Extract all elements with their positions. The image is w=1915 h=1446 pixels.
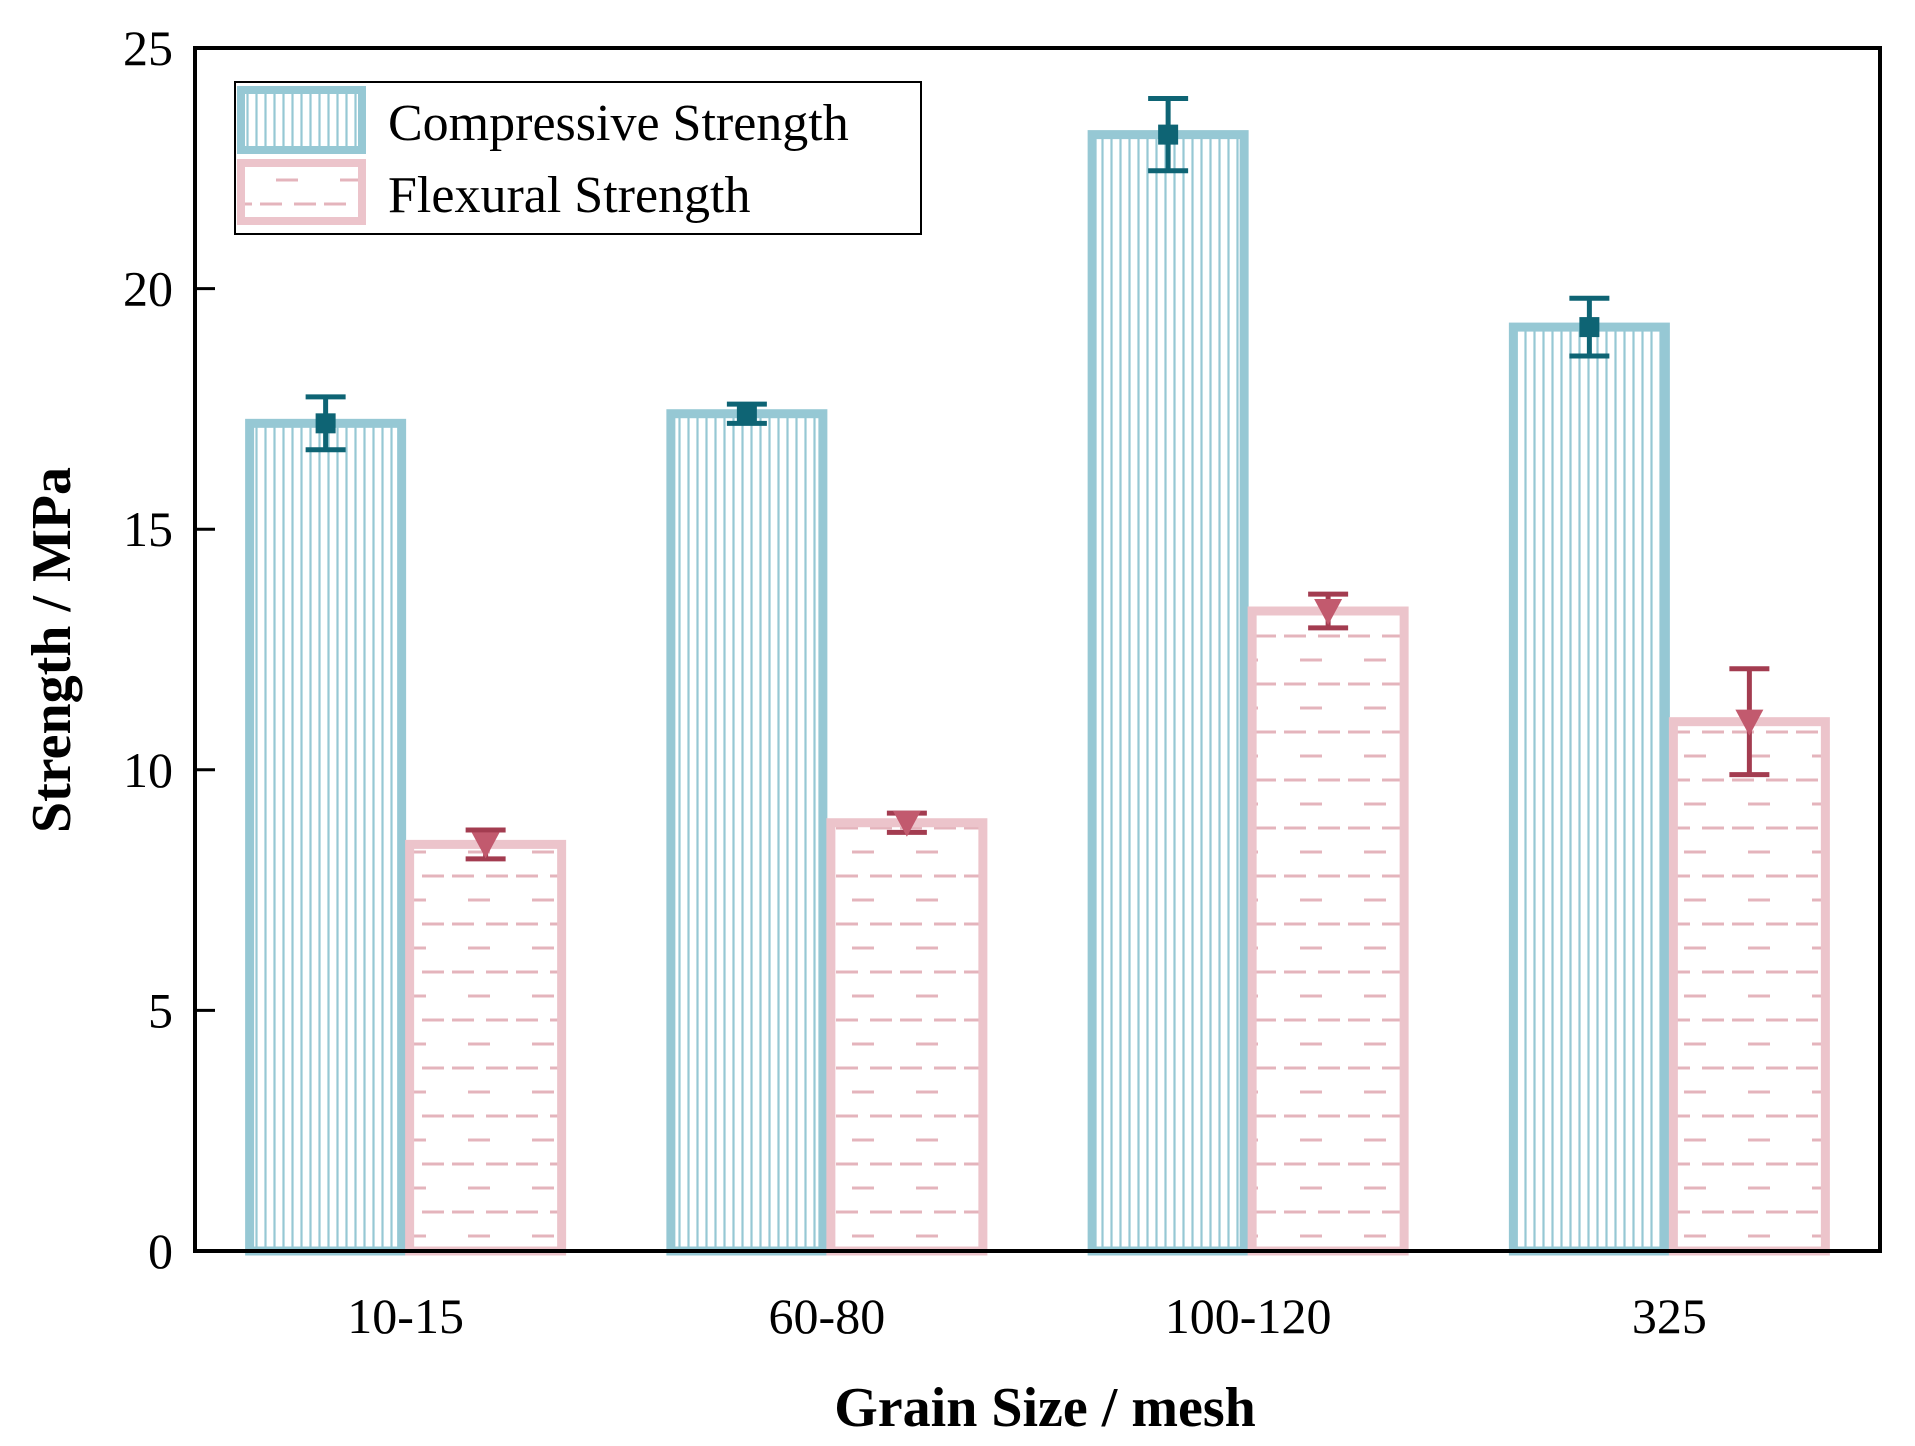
flexural-error-325 <box>1729 666 1770 778</box>
square-marker <box>1579 317 1600 338</box>
plot-frame <box>193 46 1882 1253</box>
square-marker <box>315 413 336 434</box>
y-tick-label: 25 <box>123 20 173 76</box>
y-axis: 0 5 10 15 20 25 <box>123 20 215 1279</box>
triangle-marker <box>892 810 921 837</box>
error-bars-layer <box>305 96 1770 862</box>
flexural-error-10-15 <box>465 827 506 862</box>
square-marker <box>736 403 757 424</box>
x-tick-label: 325 <box>1632 1288 1707 1344</box>
square-marker <box>1158 124 1179 145</box>
flexural-error-60-80 <box>886 810 927 837</box>
flexural-bar-60-80 <box>826 818 988 1256</box>
flexural-bar-10-15 <box>405 839 567 1256</box>
compressive-error-60-80 <box>726 401 767 426</box>
legend-label-compressive: Compressive Strength <box>388 95 849 152</box>
x-axis-title: Grain Size / mesh <box>834 1377 1256 1439</box>
flexural-error-100-120 <box>1308 591 1349 631</box>
flexural-bar-100-120 <box>1247 606 1409 1256</box>
y-tick-label: 5 <box>148 982 173 1038</box>
legend-swatch-compressive <box>237 86 366 154</box>
x-tick-label: 10-15 <box>347 1288 464 1344</box>
compressive-bar-100-120 <box>1087 130 1249 1256</box>
compressive-error-100-120 <box>1148 96 1189 174</box>
x-tick-label: 60-80 <box>769 1288 886 1344</box>
compressive-bar-10-15 <box>245 418 407 1256</box>
legend: Compressive Strength Flexural Strength <box>234 81 922 235</box>
y-tick-label: 15 <box>123 501 173 557</box>
x-tick-label: 100-120 <box>1165 1288 1332 1344</box>
y-axis-title: Strength / MPa <box>21 467 83 833</box>
y-tick-label: 0 <box>148 1223 173 1279</box>
legend-swatch-flexural <box>237 159 366 225</box>
triangle-marker <box>1735 709 1764 736</box>
triangle-marker <box>1314 599 1343 626</box>
triangle-marker <box>471 832 500 859</box>
legend-label-flexural: Flexural Strength <box>388 167 751 224</box>
y-tick-label: 20 <box>123 261 173 317</box>
compressive-bar-60-80 <box>666 409 828 1256</box>
compressive-error-10-15 <box>305 394 346 453</box>
compressive-bar-325 <box>1508 322 1670 1256</box>
compressive-error-325 <box>1569 295 1610 359</box>
x-axis: 10-15 60-80 100-120 325 <box>347 1288 1707 1344</box>
flexural-bar-325 <box>1668 717 1830 1256</box>
y-tick-label: 10 <box>123 742 173 798</box>
